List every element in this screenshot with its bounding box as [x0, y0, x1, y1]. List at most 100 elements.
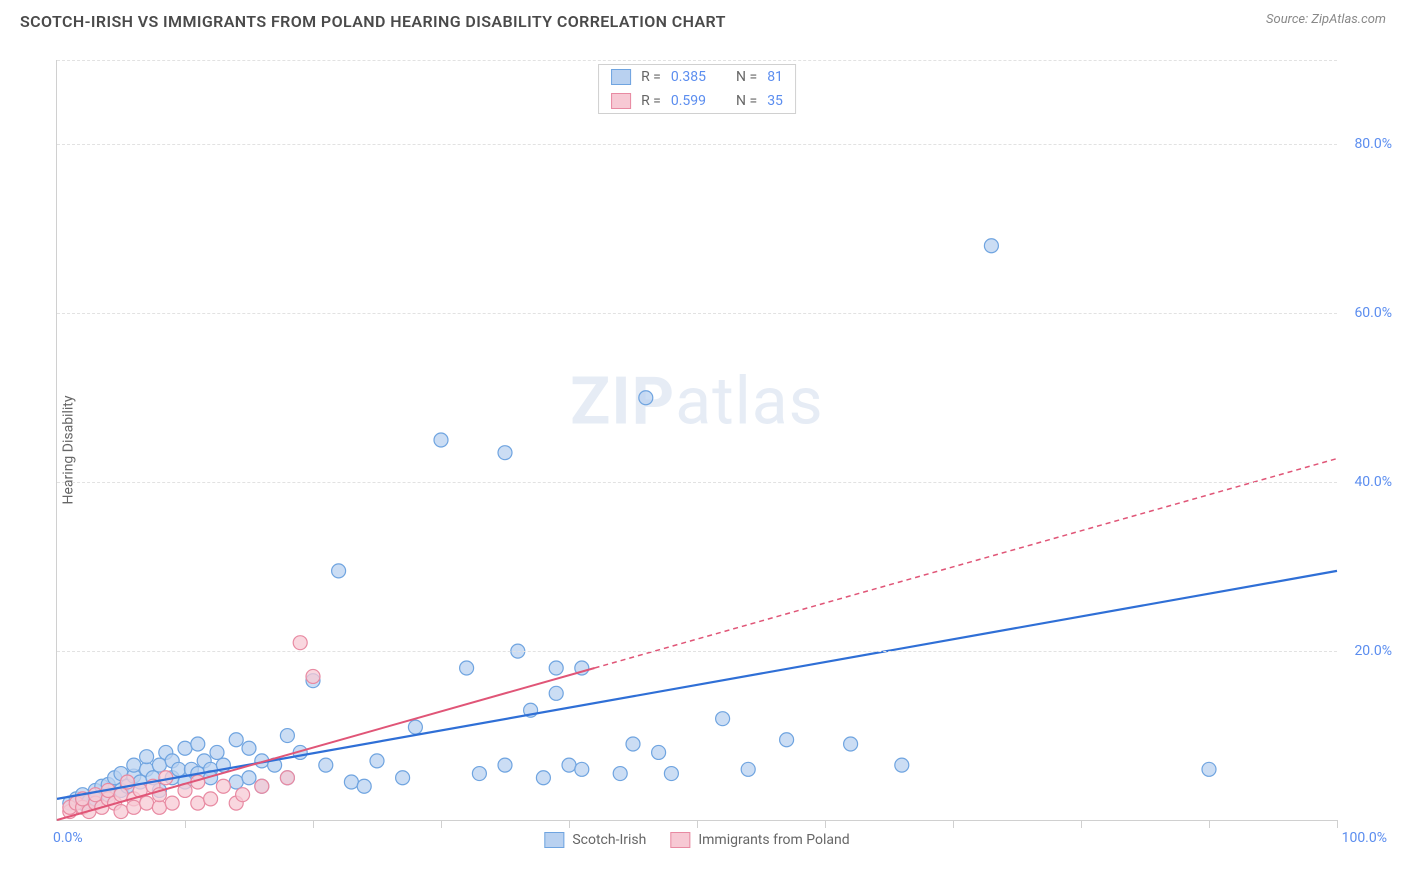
data-point	[319, 758, 333, 772]
y-tick-label: 40.0%	[1354, 474, 1392, 490]
chart-container: Hearing Disability ZIPatlas R = 0.385 N …	[20, 40, 1386, 860]
data-point	[152, 800, 166, 814]
data-point	[88, 788, 102, 802]
stats-legend-row: R = 0.599 N = 35	[599, 89, 795, 113]
data-point	[716, 712, 730, 726]
data-point	[408, 720, 422, 734]
data-point	[191, 737, 205, 751]
source-attribution: Source: ZipAtlas.com	[1266, 12, 1386, 27]
data-point	[293, 636, 307, 650]
n-label: N =	[736, 93, 757, 109]
data-point	[280, 771, 294, 785]
legend-item: Immigrants from Poland	[670, 832, 849, 848]
data-point	[575, 762, 589, 776]
data-point	[652, 745, 666, 759]
y-tick-label: 20.0%	[1354, 643, 1392, 659]
data-point	[396, 771, 410, 785]
data-point	[229, 733, 243, 747]
data-point	[229, 775, 243, 789]
data-point	[127, 758, 141, 772]
plot-svg	[57, 60, 1337, 820]
data-point	[498, 758, 512, 772]
data-point	[204, 792, 218, 806]
r-value-1: 0.599	[671, 93, 706, 109]
plot-area: ZIPatlas R = 0.385 N = 81 R = 0.599 N = …	[56, 60, 1337, 821]
data-point	[178, 741, 192, 755]
gridline	[57, 60, 1337, 61]
data-point	[165, 796, 179, 810]
y-tick-label: 60.0%	[1354, 305, 1392, 321]
r-label: R =	[641, 93, 661, 109]
stats-legend: R = 0.385 N = 81 R = 0.599 N = 35	[598, 64, 796, 114]
data-point	[332, 564, 346, 578]
data-point	[536, 771, 550, 785]
data-point	[210, 745, 224, 759]
data-point	[562, 758, 576, 772]
data-point	[370, 754, 384, 768]
n-label: N =	[736, 69, 757, 85]
data-point	[741, 762, 755, 776]
data-point	[498, 446, 512, 460]
data-point	[460, 661, 474, 675]
data-point	[549, 661, 563, 675]
x-tick	[185, 820, 186, 828]
x-tick	[1209, 820, 1210, 828]
stats-legend-row: R = 0.385 N = 81	[599, 65, 795, 89]
data-point	[255, 779, 269, 793]
swatch-poland	[670, 832, 690, 848]
r-value-0: 0.385	[671, 69, 706, 85]
data-point	[140, 750, 154, 764]
x-tick	[313, 820, 314, 828]
gridline	[57, 144, 1337, 145]
swatch-scotch-irish	[544, 832, 564, 848]
gridline	[57, 313, 1337, 314]
data-point	[216, 779, 230, 793]
legend-label: Scotch-Irish	[572, 832, 646, 848]
data-point	[140, 796, 154, 810]
trend-line	[57, 668, 595, 820]
data-point	[472, 767, 486, 781]
swatch-series-0	[611, 69, 631, 85]
data-point	[191, 796, 205, 810]
legend-label: Immigrants from Poland	[698, 832, 849, 848]
data-point	[895, 758, 909, 772]
data-point	[127, 800, 141, 814]
data-point	[626, 737, 640, 751]
data-point	[639, 391, 653, 405]
x-tick	[953, 820, 954, 828]
data-point	[984, 239, 998, 253]
series-legend: Scotch-Irish Immigrants from Poland	[544, 832, 849, 848]
data-point	[114, 805, 128, 819]
data-point	[242, 771, 256, 785]
legend-item: Scotch-Irish	[544, 832, 646, 848]
data-point	[613, 767, 627, 781]
r-label: R =	[641, 69, 661, 85]
swatch-series-1	[611, 93, 631, 109]
data-point	[152, 758, 166, 772]
x-tick	[825, 820, 826, 828]
data-point	[664, 767, 678, 781]
n-value-1: 35	[767, 93, 783, 109]
gridline	[57, 651, 1337, 652]
data-point	[549, 686, 563, 700]
data-point	[780, 733, 794, 747]
y-tick-label: 80.0%	[1354, 136, 1392, 152]
data-point	[357, 779, 371, 793]
x-tick	[1337, 820, 1338, 828]
x-tick	[441, 820, 442, 828]
data-point	[844, 737, 858, 751]
data-point	[344, 775, 358, 789]
n-value-0: 81	[767, 69, 783, 85]
data-point	[306, 669, 320, 683]
data-point	[242, 741, 256, 755]
x-tick	[697, 820, 698, 828]
data-point	[236, 788, 250, 802]
gridline	[57, 482, 1337, 483]
data-point	[172, 762, 186, 776]
data-point	[280, 729, 294, 743]
chart-title: SCOTCH-IRISH VS IMMIGRANTS FROM POLAND H…	[20, 12, 726, 31]
x-origin-label: 0.0%	[53, 830, 83, 846]
data-point	[434, 433, 448, 447]
x-max-label: 100.0%	[1342, 830, 1387, 846]
x-tick	[1081, 820, 1082, 828]
